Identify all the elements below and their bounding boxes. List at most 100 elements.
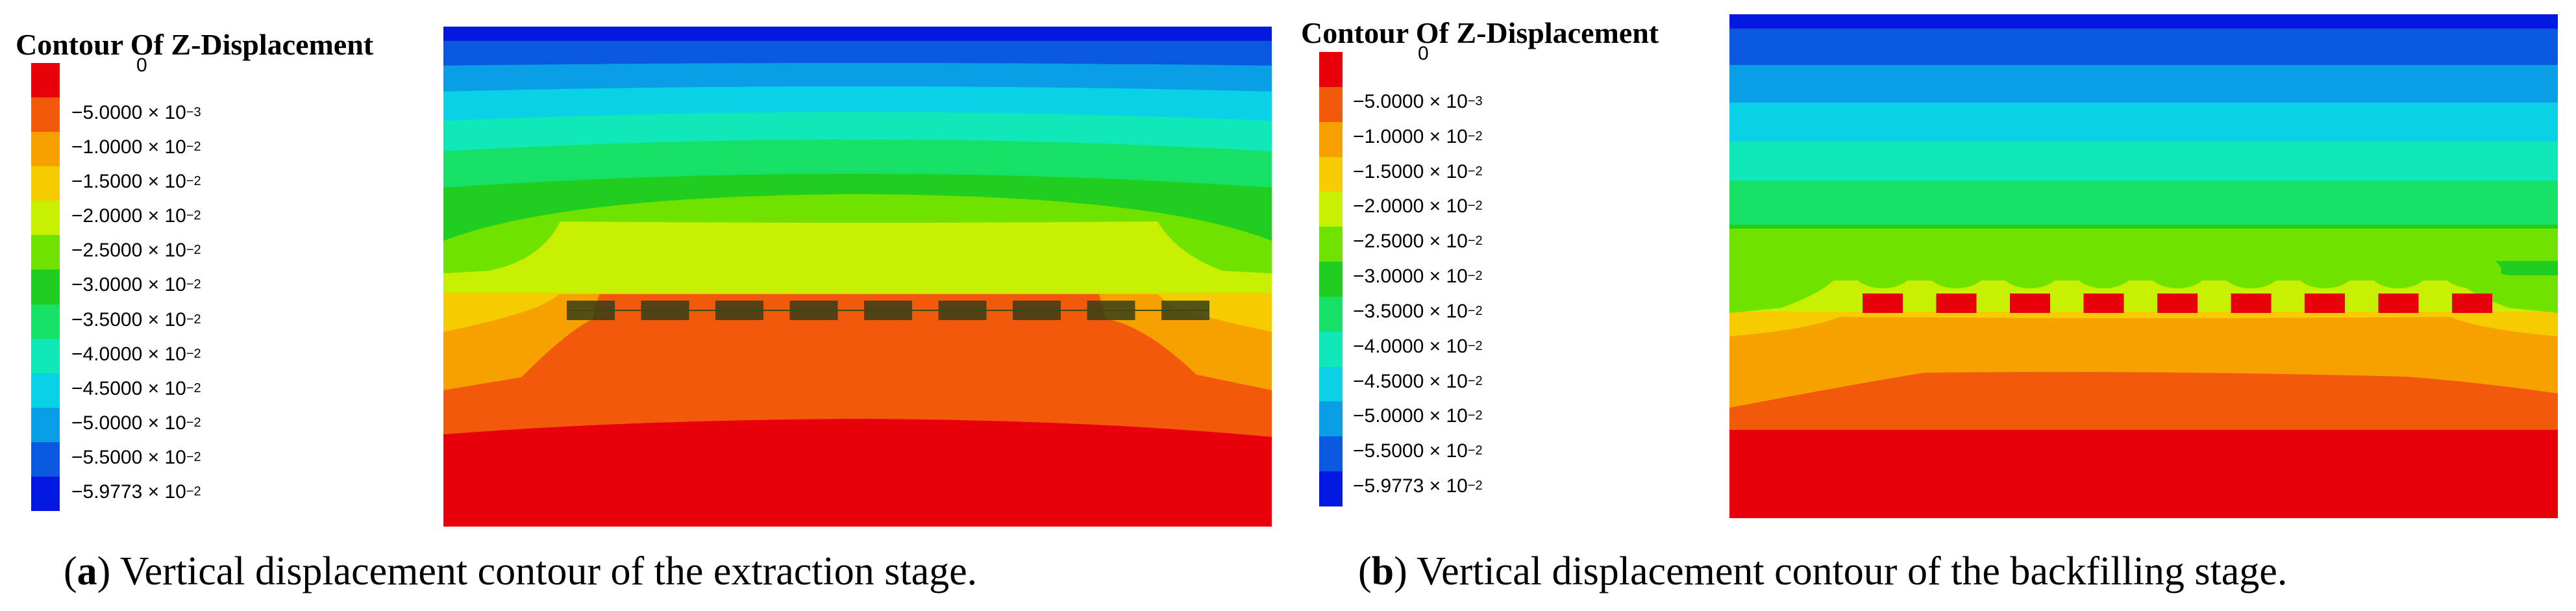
- legend-label: −1.5000 × 10−2: [1353, 161, 1483, 183]
- legend-label-exponent: −2: [186, 449, 201, 464]
- legend-label-exponent: −2: [1467, 408, 1483, 423]
- legend-label: 0: [1418, 43, 1429, 65]
- legend-label-mantissa: −1.0000 × 10: [1353, 125, 1468, 147]
- legend-label: −5.0000 × 10−3: [71, 102, 201, 124]
- uplift-zone: [1853, 255, 1912, 288]
- legend-swatch: [31, 166, 60, 201]
- legend-label-mantissa: −4.0000 × 10: [1353, 335, 1468, 357]
- legend-label: −3.5000 × 10−2: [1353, 301, 1483, 323]
- legend-label-exponent: −3: [186, 105, 201, 120]
- uplift-zone: [2074, 255, 2133, 288]
- caption-a: (a) Vertical displacement contour of the…: [64, 549, 978, 593]
- legend-label-mantissa: −4.5000 × 10: [71, 377, 186, 399]
- legend-label: −2.5000 × 10−2: [71, 240, 201, 262]
- backfill-block: [2010, 293, 2050, 313]
- legend-swatch: [1319, 331, 1343, 368]
- legend-label-mantissa: −5.9773 × 10: [1353, 475, 1468, 497]
- caption-b: (b) Vertical displacement contour of the…: [1358, 549, 2288, 593]
- legend-label: −2.0000 × 10−2: [1353, 195, 1483, 218]
- uplift-zone: [2369, 255, 2428, 288]
- legend-swatch: [1319, 192, 1343, 227]
- backfill-block: [2378, 293, 2419, 313]
- legend-label: −5.0000 × 10−3: [1353, 91, 1483, 113]
- legend-label-mantissa: −5.0000 × 10: [1353, 90, 1468, 112]
- legend-label-mantissa: −5.0000 × 10: [71, 412, 186, 434]
- uplift-zone: [2443, 255, 2501, 288]
- legend-label: −5.5000 × 10−2: [1353, 440, 1483, 462]
- legend-title: Contour Of Z-Displacement: [1301, 16, 1659, 49]
- legend-label-exponent: −2: [1467, 479, 1483, 493]
- legend-label-exponent: −2: [186, 380, 201, 395]
- legend-title: Contour Of Z-Displacement: [16, 28, 374, 61]
- legend-label-exponent: −2: [186, 243, 201, 258]
- legend-swatch: [31, 338, 60, 374]
- legend-label-mantissa: −3.0000 × 10: [71, 274, 186, 296]
- legend-label-exponent: −2: [1467, 199, 1483, 214]
- legend-label-mantissa: −2.5000 × 10: [71, 240, 186, 262]
- legend-swatch: [31, 304, 60, 340]
- backfill-block: [2083, 293, 2124, 313]
- legend-label-exponent: −2: [1467, 338, 1483, 353]
- legend-label-exponent: −2: [186, 140, 201, 155]
- uplift-zone: [2222, 255, 2281, 288]
- legend-label-exponent: −2: [1467, 303, 1483, 318]
- legend-label-exponent: −2: [186, 346, 201, 361]
- legend-label: 0: [136, 55, 147, 77]
- legend-label: −1.5000 × 10−2: [71, 171, 201, 193]
- legend-color-bar: [31, 63, 60, 512]
- legend-label: −1.0000 × 10−2: [71, 136, 201, 158]
- legend-label: −2.0000 × 10−2: [71, 205, 201, 227]
- legend-swatch: [31, 132, 60, 167]
- legend-label-mantissa: −1.0000 × 10: [71, 136, 186, 158]
- legend-label: −4.0000 × 10−2: [71, 343, 201, 366]
- legend-label-mantissa: −3.5000 × 10: [71, 308, 186, 330]
- legend-swatch: [1319, 366, 1343, 402]
- legend-label-exponent: −2: [186, 415, 201, 430]
- legend-swatch: [31, 442, 60, 477]
- legend-label-exponent: −2: [186, 484, 201, 499]
- legend-label-mantissa: 0: [136, 55, 147, 76]
- legend-swatch: [31, 235, 60, 270]
- backfill-block: [1936, 293, 1977, 313]
- legend-label: −5.9773 × 10−2: [71, 481, 201, 503]
- legend-label: −4.0000 × 10−2: [1353, 336, 1483, 358]
- legend-label-exponent: −3: [1467, 94, 1483, 108]
- contour-plot-extraction: [443, 27, 1272, 527]
- legend-swatch: [1319, 227, 1343, 262]
- caption-text: Vertical displacement contour of the bac…: [1407, 549, 2288, 593]
- legend-swatch: [1319, 86, 1343, 123]
- legend-label-mantissa: −2.0000 × 10: [1353, 195, 1468, 218]
- legend-swatch: [1319, 156, 1343, 192]
- backfill-block: [2305, 293, 2345, 313]
- caption-letter: b: [1371, 549, 1394, 593]
- uplift-zone: [2001, 255, 2059, 288]
- legend-label-mantissa: −4.5000 × 10: [1353, 370, 1468, 392]
- legend-swatch: [1319, 471, 1343, 507]
- legend-label-exponent: −2: [186, 312, 201, 327]
- legend-swatch: [31, 201, 60, 236]
- legend-label: −1.0000 × 10−2: [1353, 126, 1483, 148]
- legend-label-exponent: −2: [186, 208, 201, 223]
- backfill-block: [2157, 293, 2198, 313]
- legend-label-mantissa: −5.5000 × 10: [1353, 440, 1468, 462]
- legend-label-exponent: −2: [1467, 443, 1483, 458]
- uplift-zone: [1927, 255, 1986, 288]
- legend-label-exponent: −2: [1467, 234, 1483, 249]
- goaf-group: [567, 301, 1209, 320]
- legend-label: −5.0000 × 10−2: [1353, 405, 1483, 427]
- legend-swatch: [31, 97, 60, 132]
- legend-swatch: [1319, 436, 1343, 472]
- legend-color-bar: [1319, 52, 1343, 507]
- legend-label-mantissa: 0: [1418, 43, 1429, 64]
- legend-label-exponent: −2: [1467, 129, 1483, 143]
- legend-swatch: [31, 63, 60, 98]
- legend-label: −3.5000 × 10−2: [71, 309, 201, 331]
- legend-label-mantissa: −5.0000 × 10: [71, 102, 186, 124]
- legend-swatch: [31, 476, 60, 512]
- legend-label: −4.5000 × 10−2: [71, 378, 201, 400]
- legend-swatch: [31, 407, 60, 443]
- legend-label: −5.0000 × 10−2: [71, 412, 201, 434]
- backfill-group: [1853, 255, 2501, 313]
- legend-label-exponent: −2: [1467, 373, 1483, 388]
- legend-swatch: [1319, 296, 1343, 332]
